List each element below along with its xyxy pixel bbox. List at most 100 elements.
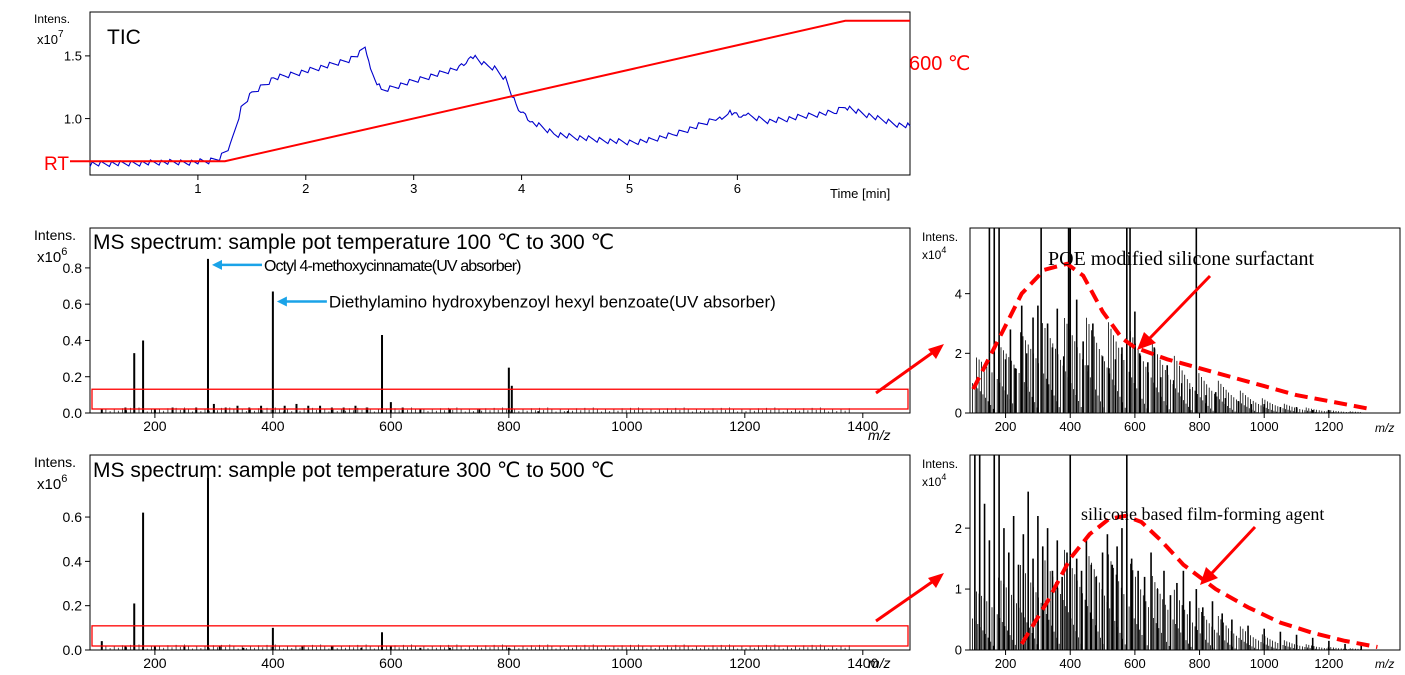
ms1-y-multiplier: x106 — [37, 246, 67, 266]
tic-plot-frame — [89, 11, 911, 176]
ms2-zoom-connector-arrowhead — [928, 573, 944, 588]
ms1-x-tick-label: 600 — [379, 418, 403, 434]
ms1-zoom-envelope — [971, 261, 1369, 411]
ms1-x-tick-label: 800 — [497, 418, 521, 434]
ms1-y-exponent: 6 — [61, 246, 67, 258]
ms2-y-tick-label: 0.0 — [63, 642, 83, 658]
tic-y-exponent: 7 — [58, 29, 64, 40]
ms2-x-tick-label: 1400 — [847, 655, 878, 671]
ms2-xlabel: m/z — [868, 655, 891, 671]
ms2-y-exponent: 6 — [61, 473, 67, 485]
ms1-zoom-y-exponent: 4 — [941, 245, 946, 255]
ms1-zoom-ylabel: Intens. — [922, 230, 958, 244]
ms2-y-tick-label: 0.4 — [63, 553, 83, 569]
ms1-x-tick-label: 400 — [261, 418, 285, 434]
ms2-highlight-box — [91, 625, 909, 647]
ms1-plot-frame — [89, 227, 911, 414]
tic-panel: Intens. x107 TIC Time [min] 1.0 1.5 1 2 3 4 5… — [34, 11, 970, 201]
ms1-highlight-box — [91, 388, 909, 410]
ms1z-x-tick-label: 1200 — [1314, 419, 1343, 434]
ms2-zoom-xlabel: m/z — [1375, 657, 1394, 671]
ms2-x-tick-label: 1200 — [729, 655, 760, 671]
ms2-zoom-y-multiplier-base: x10 — [922, 475, 942, 489]
ms1-zoom-y-multiplier: x104 — [922, 245, 946, 262]
ms2-x-tick-label: 600 — [379, 655, 403, 671]
film-agent-pointer-arrowhead — [1200, 567, 1218, 585]
ms1-xlabel: m/z — [868, 427, 891, 443]
callout-arrows — [875, 274, 1257, 623]
ms1z-x-tick-label: 600 — [1124, 419, 1146, 434]
temperature-start-label: RT — [44, 154, 69, 175]
ms1-annotation-arrowhead — [211, 259, 222, 270]
tic-xlabel: Time [min] — [830, 186, 890, 201]
tic-x-tick-label: 6 — [734, 181, 741, 196]
ms1-y-tick-label: 0.2 — [63, 369, 83, 385]
ms2z-x-tick-label: 800 — [1189, 656, 1211, 671]
tic-y-tick-label: 1.0 — [64, 111, 82, 126]
tic-ylabel: Intens. — [34, 12, 70, 26]
film-agent-pointer-arrow — [1210, 525, 1257, 575]
tic-x-tick-label: 3 — [410, 181, 417, 196]
ms2-x-tick-label: 800 — [497, 655, 521, 671]
ms1-annotation-arrowhead — [276, 296, 287, 307]
ms2z-x-tick-label: 1200 — [1314, 656, 1343, 671]
ms2-y-tick-label: 0.6 — [63, 509, 83, 525]
tic-y-tick-label: 1.5 — [64, 49, 82, 64]
ms1-zoom-annotation: POE modified silicone surfactant — [1048, 248, 1314, 270]
ms2z-x-tick-label: 400 — [1059, 656, 1081, 671]
tic-x-tick-label: 5 — [626, 181, 633, 196]
ms2-zoom-ylabel: Intens. — [922, 457, 958, 471]
ms1z-y-tick-label: 2 — [955, 346, 962, 361]
ms2z-y-tick-label: 2 — [955, 521, 962, 536]
ms2-zoom-envelope — [1019, 513, 1378, 649]
ms2-y-multiplier-base: x10 — [37, 476, 61, 493]
ms1-x-tick-label: 1000 — [611, 418, 642, 434]
ms1z-x-tick-label: 200 — [995, 419, 1017, 434]
ms1z-x-tick-label: 1000 — [1250, 419, 1279, 434]
ms1-baseline-noise — [101, 407, 850, 413]
ms2-x-tick-label: 1000 — [611, 655, 642, 671]
ms1-zoom-connector-arrow — [875, 351, 933, 395]
ms2-baseline-noise — [101, 644, 850, 650]
ms2-zoom-y-exponent: 4 — [941, 472, 946, 482]
ms1z-y-tick-label: 0 — [955, 406, 962, 421]
tic-x-tick-label: 4 — [518, 181, 525, 196]
ms1-y-tick-label: 0.4 — [63, 332, 83, 348]
ms1-x-tick-label: 1400 — [847, 418, 878, 434]
ms1-y-tick-label: 0.8 — [63, 260, 83, 276]
tic-x-tick-label: 1 — [194, 181, 201, 196]
temperature-program-line — [70, 19, 910, 163]
ms1-title: MS spectrum: sample pot temperature 100 … — [93, 231, 614, 254]
ms1-annotation-label: Diethylamino hydroxybenzoyl hexyl benzoa… — [329, 292, 776, 311]
ms2-title: MS spectrum: sample pot temperature 300 … — [93, 459, 614, 482]
ms2-x-tick-label: 200 — [143, 655, 167, 671]
ms1z-x-tick-label: 400 — [1059, 419, 1081, 434]
tic-y-multiplier-base: x10 — [37, 32, 58, 47]
ms1-y-multiplier-base: x10 — [37, 249, 61, 266]
ms1-x-tick-label: 200 — [143, 418, 167, 434]
ms1-y-tick-label: 0.6 — [63, 296, 83, 312]
ms1-zoom-connector-arrowhead — [928, 344, 944, 359]
ms1z-y-tick-label: 4 — [955, 286, 962, 301]
ms2z-y-tick-label: 0 — [955, 643, 962, 658]
surfactant-pointer-arrowhead — [1137, 332, 1156, 350]
ms2-plot-frame — [89, 454, 911, 651]
ms2z-x-tick-label: 1000 — [1250, 656, 1279, 671]
ms1z-x-tick-label: 800 — [1189, 419, 1211, 434]
ms2z-y-tick-label: 1 — [955, 582, 962, 597]
tic-y-multiplier: x107 — [37, 29, 64, 47]
ms2-zoom-connector-arrow — [875, 580, 933, 623]
ms2z-minor-peaks — [972, 549, 1361, 650]
ms1-zoom-xlabel: m/z — [1375, 421, 1394, 435]
ms1z-minor-peaks — [972, 317, 1361, 413]
ms2-zoom-y-multiplier: x104 — [922, 472, 946, 489]
ms2z-x-tick-label: 200 — [995, 656, 1017, 671]
ms2z-x-tick-label: 600 — [1124, 656, 1146, 671]
ms1-annotation-label: Octyl 4-methoxycinnamate(UV absorber) — [264, 258, 521, 275]
ms2-y-multiplier: x106 — [37, 473, 67, 493]
tic-title: TIC — [107, 26, 141, 49]
temperature-end-label: 600 ℃ — [909, 53, 970, 75]
tic-x-tick-label: 2 — [302, 181, 309, 196]
ms2-y-tick-label: 0.2 — [63, 598, 83, 614]
